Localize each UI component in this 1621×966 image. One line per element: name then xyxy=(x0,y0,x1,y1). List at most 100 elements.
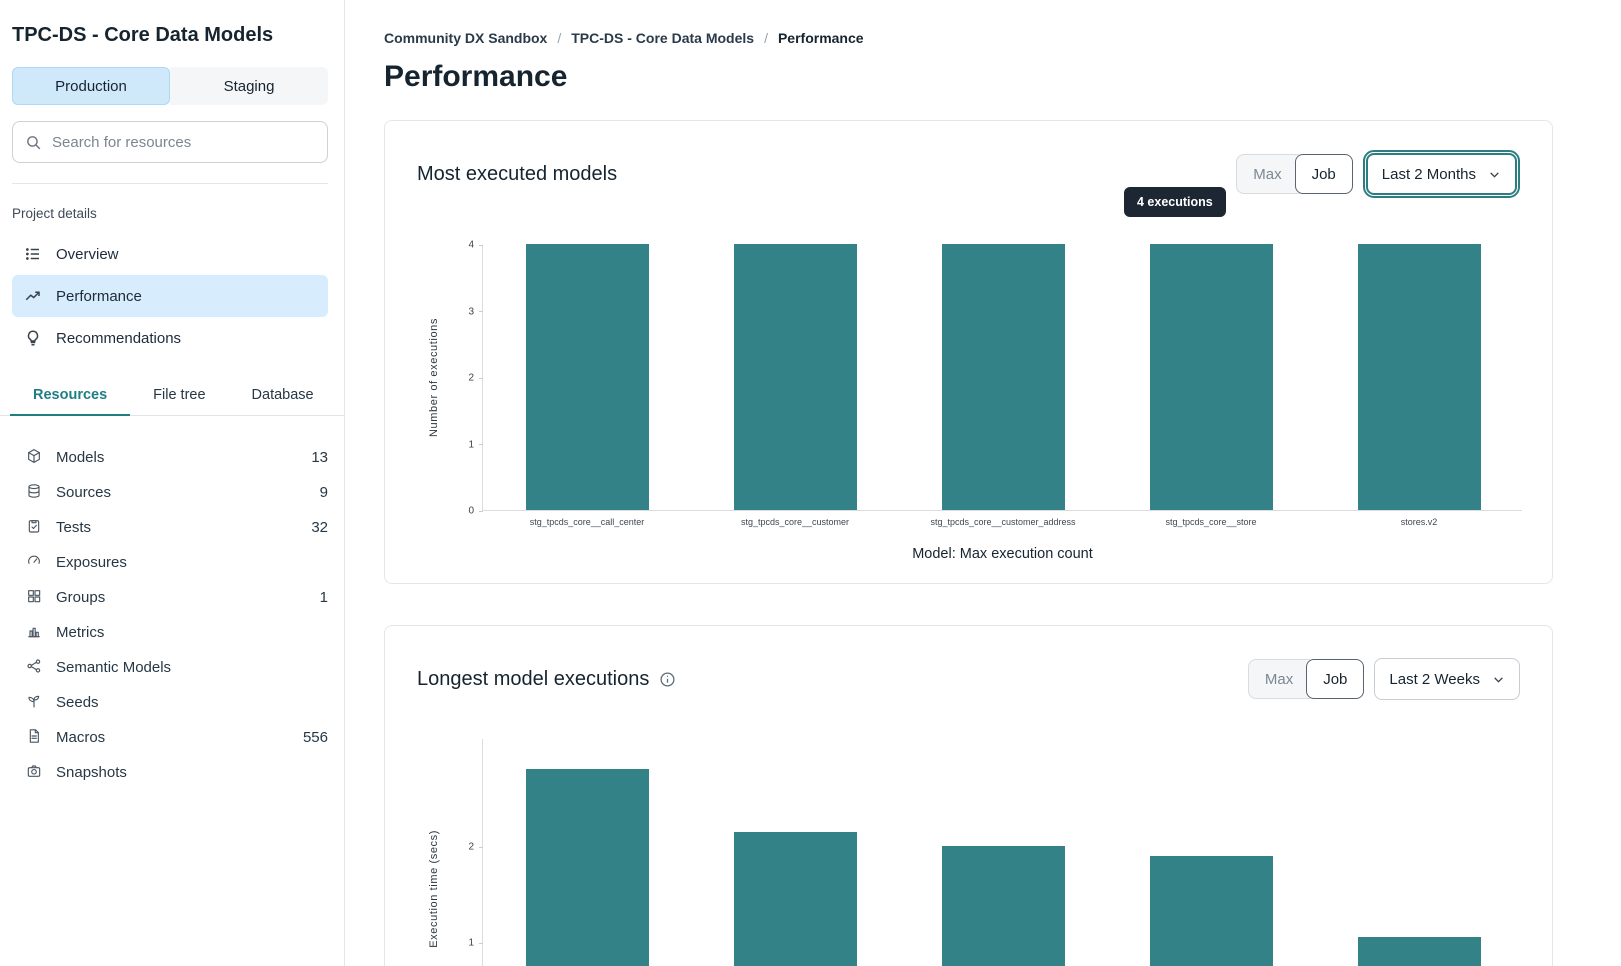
y-tick-label: 2 xyxy=(468,841,474,853)
tab-resources[interactable]: Resources xyxy=(10,387,131,416)
sidebar-item-macros[interactable]: Macros 556 xyxy=(12,720,328,755)
breadcrumb: Community DX Sandbox / TPC-DS - Core Data … xyxy=(384,30,1552,46)
file-icon xyxy=(29,728,39,743)
database-icon xyxy=(28,483,40,498)
chart-plot-area: 1 2 Execution time (secs) xyxy=(428,739,1522,966)
env-tab-staging[interactable]: Staging xyxy=(170,67,328,105)
y-tick-label: 1 xyxy=(468,439,474,450)
bar-series-5[interactable] xyxy=(1357,937,1481,966)
sidebar-item-recommendations[interactable]: Recommendations xyxy=(12,317,328,359)
clipboard-icon-wrap xyxy=(26,518,42,538)
job-toggle-button[interactable]: Job xyxy=(1306,659,1365,699)
bar-chart-icon xyxy=(28,627,40,637)
bar-stg_tpcds_core__customer[interactable] xyxy=(733,244,857,510)
project-nav: Overview Performance Recommendations xyxy=(12,233,328,359)
date-range-value: Last 2 Months xyxy=(1381,165,1476,183)
bar-chart-most-executed: 0 1 2 3 4 stg_tpcds_core__call_center stg_tpcd… xyxy=(428,240,1522,562)
y-tick-label: 1 xyxy=(468,937,474,949)
file-icon-wrap xyxy=(26,728,42,748)
y-tick-label: 2 xyxy=(468,372,474,384)
bar-series-2[interactable] xyxy=(733,831,857,966)
card-most-executed-models: Most executed models Max Job Last 2 Mont… xyxy=(384,120,1553,584)
resource-label: Tests xyxy=(56,519,92,536)
sidebar-divider xyxy=(12,183,328,184)
sidebar-item-tests[interactable]: Tests 32 xyxy=(12,510,328,545)
sidebar-item-snapshots[interactable]: Snapshots xyxy=(12,755,328,790)
cube-icon-wrap xyxy=(26,448,42,468)
date-range-dropdown[interactable]: Last 2 Weeks xyxy=(1374,658,1520,700)
tab-database[interactable]: Database xyxy=(251,387,314,403)
y-tick-mark xyxy=(479,444,483,445)
y-tick-mark xyxy=(479,510,483,512)
sidebar-item-groups[interactable]: Groups 1 xyxy=(12,580,328,615)
bar-stg_tpcds_core__store[interactable] xyxy=(1149,244,1273,510)
breadcrumb-separator: / xyxy=(557,30,562,46)
bar-series-3[interactable] xyxy=(941,846,1065,966)
camera-icon-wrap xyxy=(26,763,42,783)
resource-label: Seeds xyxy=(56,694,99,711)
resource-label: Sources xyxy=(56,484,112,501)
resource-count: 9 xyxy=(319,484,328,501)
env-tab-production[interactable]: Production xyxy=(12,67,170,105)
sidebar-item-models[interactable]: Models 13 xyxy=(12,440,328,475)
search-input[interactable] xyxy=(52,133,315,151)
sidebar-item-label: Performance xyxy=(56,287,142,305)
info-icon[interactable] xyxy=(659,671,676,688)
chart-controls: Max Job Last 2 Months xyxy=(1236,150,1521,198)
sidebar-item-semantic-models[interactable]: Semantic Models xyxy=(12,650,328,685)
network-icon-wrap xyxy=(26,658,42,678)
chart-plot-area: 0 1 2 3 4 stg_tpcds_core__call_center stg_tpcd… xyxy=(428,240,1522,562)
x-tick-label: stg_tpcds_core__store xyxy=(1165,517,1257,527)
x-tick-label: stg_tpcds_core__customer xyxy=(740,517,850,527)
camera-icon xyxy=(27,764,41,777)
environment-toggle: Production Staging xyxy=(12,67,328,105)
date-range-dropdown[interactable]: Last 2 Months xyxy=(1362,150,1521,198)
card-title: Longest model executions xyxy=(417,667,650,690)
resource-search[interactable] xyxy=(12,121,328,163)
y-tick-label: 4 xyxy=(468,239,474,251)
resource-label: Groups xyxy=(56,589,106,606)
bar-stg_tpcds_core__customer_address[interactable] xyxy=(941,244,1065,510)
chart-tooltip: 4 executions xyxy=(1124,187,1226,217)
bar-series-1[interactable] xyxy=(525,769,649,966)
sidebar-item-metrics[interactable]: Metrics xyxy=(12,615,328,650)
sidebar-item-performance[interactable]: Performance xyxy=(12,275,328,317)
date-range-value: Last 2 Weeks xyxy=(1389,670,1480,688)
page-title: Performance xyxy=(384,60,568,93)
tab-file-tree[interactable]: File tree xyxy=(153,387,206,403)
sidebar-item-sources[interactable]: Sources 9 xyxy=(12,475,328,510)
sidebar-item-overview[interactable]: Overview xyxy=(12,233,328,275)
clipboard-icon xyxy=(28,519,40,533)
chart-controls: Max Job Last 2 Weeks xyxy=(1247,658,1520,700)
sidebar-item-label: Recommendations xyxy=(56,329,182,347)
gauge-icon xyxy=(28,555,40,564)
resource-list: Models 13 Sources 9 Tests 32 Exposures Groups 1 M… xyxy=(12,440,328,790)
database-icon-wrap xyxy=(26,483,42,503)
sidebar-item-label: Overview xyxy=(56,245,119,263)
resource-label: Metrics xyxy=(56,624,105,641)
sidebar-item-exposures[interactable]: Exposures xyxy=(12,545,328,580)
y-tick-mark xyxy=(479,244,483,246)
gauge-icon-wrap xyxy=(26,553,42,573)
resource-count: 556 xyxy=(302,729,328,746)
max-toggle-button[interactable]: Max xyxy=(1247,659,1317,699)
card-longest-model-executions: Longest model executions Max Job Last 2 … xyxy=(384,625,1553,966)
bar-stores.v2[interactable] xyxy=(1357,244,1481,510)
bar-stg_tpcds_core__call_center[interactable] xyxy=(525,244,649,510)
job-toggle-button[interactable]: Job xyxy=(1294,154,1353,194)
grid-icon-wrap xyxy=(26,588,42,608)
cube-icon xyxy=(28,448,40,463)
x-tick-label: stores.v2 xyxy=(1400,517,1438,527)
chevron-down-icon xyxy=(1490,171,1499,178)
resource-label: Snapshots xyxy=(56,764,127,781)
bar-series-4[interactable] xyxy=(1149,855,1273,966)
breadcrumb-item-2[interactable]: TPC-DS - Core Data Models xyxy=(571,30,755,46)
search-icon xyxy=(27,135,41,149)
y-tick-mark xyxy=(479,311,483,312)
grid-icon xyxy=(28,589,41,602)
breadcrumb-item-1[interactable]: Community DX Sandbox xyxy=(384,30,548,46)
project-title: TPC-DS - Core Data Models xyxy=(12,24,274,46)
sidebar-item-seeds[interactable]: Seeds xyxy=(12,685,328,720)
project-details-label: Project details xyxy=(12,206,97,221)
y-tick-mark xyxy=(479,377,483,379)
